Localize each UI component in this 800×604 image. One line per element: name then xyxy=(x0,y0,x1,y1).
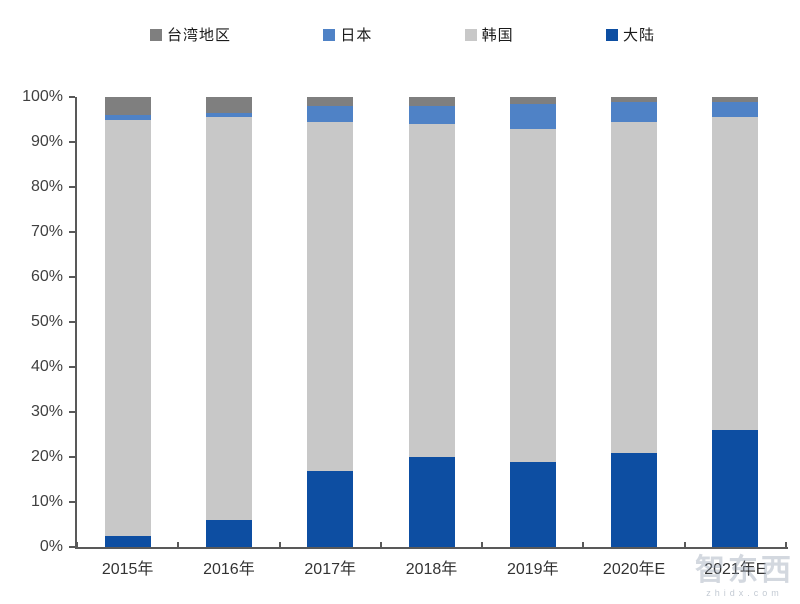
bar-segment-大陆 xyxy=(205,520,252,547)
x-axis-tick xyxy=(785,542,787,547)
bar-segment-台湾地区 xyxy=(307,97,354,106)
x-axis-label: 2019年 xyxy=(506,561,559,578)
legend-swatch xyxy=(605,28,618,41)
bar-segment-日本 xyxy=(611,101,658,122)
y-axis-label: 100% xyxy=(22,88,63,105)
bar-segment-韩国 xyxy=(408,124,455,457)
x-axis-tick xyxy=(481,542,484,547)
x-axis-label: 2018年 xyxy=(405,561,458,578)
y-axis-label: 30% xyxy=(30,403,63,420)
bar-segment-日本 xyxy=(712,101,759,118)
bar-segment-日本 xyxy=(205,112,252,118)
bar-segment-大陆 xyxy=(307,470,354,547)
bar-segment-韩国 xyxy=(611,121,658,453)
bar-2021年E xyxy=(712,97,759,547)
y-axis-tick xyxy=(69,366,75,368)
x-axis-line xyxy=(75,547,788,549)
y-axis-label: 0% xyxy=(39,538,63,555)
bar-segment-大陆 xyxy=(104,535,151,547)
bar-2020年E xyxy=(611,97,658,547)
bar-2015年 xyxy=(104,97,151,547)
y-axis-label: 10% xyxy=(30,493,63,510)
legend-swatch xyxy=(323,28,336,41)
x-axis-tick xyxy=(683,542,686,547)
y-axis-tick xyxy=(69,321,75,323)
legend-item: 日本 xyxy=(323,24,372,45)
bar-segment-日本 xyxy=(104,115,151,120)
bar-segment-韩国 xyxy=(104,119,151,536)
y-axis-tick xyxy=(69,186,75,188)
x-axis-tick xyxy=(278,542,281,547)
x-axis-label: 2021年E xyxy=(704,561,767,578)
y-axis-tick xyxy=(69,231,75,233)
bar-segment-大陆 xyxy=(509,461,556,547)
y-axis-label: 60% xyxy=(30,268,63,285)
bar-segment-日本 xyxy=(307,106,354,122)
legend-item: 台湾地区 xyxy=(150,24,231,45)
x-axis-tick xyxy=(177,542,180,547)
x-axis-label: 2016年 xyxy=(203,561,255,578)
legend-swatch xyxy=(150,28,162,41)
x-axis-tick xyxy=(379,542,382,547)
y-axis-label: 90% xyxy=(30,133,63,150)
y-axis-tick xyxy=(69,501,75,503)
x-axis-label: 2020年E xyxy=(602,561,666,578)
x-axis-tick xyxy=(582,542,585,547)
bar-2019年 xyxy=(509,97,556,547)
legend-label: 台湾地区 xyxy=(167,27,232,44)
y-axis-label: 40% xyxy=(30,358,63,375)
y-axis-line xyxy=(75,97,77,547)
x-axis-label: 2017年 xyxy=(304,561,356,578)
bar-segment-台湾地区 xyxy=(205,97,252,113)
watermark-domain-text: zhidx.com xyxy=(706,588,783,598)
legend-item: 韩国 xyxy=(464,24,514,45)
bar-2017年 xyxy=(307,97,354,547)
y-axis-tick xyxy=(69,276,75,278)
bar-2018年 xyxy=(408,97,455,547)
bar-segment-日本 xyxy=(509,103,556,129)
legend-label: 日本 xyxy=(340,27,373,44)
y-axis-tick xyxy=(69,141,75,143)
y-axis-tick xyxy=(69,411,75,413)
legend-label: 韩国 xyxy=(481,27,514,44)
legend-label: 大陆 xyxy=(622,27,655,44)
bar-segment-大陆 xyxy=(408,457,455,547)
bar-segment-大陆 xyxy=(712,430,759,547)
y-axis-tick xyxy=(69,96,75,98)
x-axis-tick xyxy=(76,542,78,547)
y-axis-label: 70% xyxy=(30,223,63,240)
bar-segment-韩国 xyxy=(205,117,252,520)
bar-segment-韩国 xyxy=(712,117,759,430)
bar-2016年 xyxy=(205,97,252,547)
bar-segment-韩国 xyxy=(307,121,354,471)
y-axis-label: 50% xyxy=(30,313,63,330)
y-axis-label: 80% xyxy=(30,178,63,195)
bar-segment-大陆 xyxy=(611,452,658,547)
chart-legend: 台湾地区 日本 韩国 大陆 xyxy=(150,24,655,45)
bar-segment-日本 xyxy=(408,106,455,124)
bar-segment-台湾地区 xyxy=(104,97,151,115)
bar-segment-韩国 xyxy=(509,128,556,462)
bar-segment-台湾地区 xyxy=(509,97,556,104)
x-axis-label: 2015年 xyxy=(101,561,154,578)
bar-segment-台湾地区 xyxy=(611,97,658,102)
legend-swatch xyxy=(464,28,477,41)
bar-segment-台湾地区 xyxy=(712,97,759,102)
y-axis-label: 20% xyxy=(30,448,63,465)
bar-segment-台湾地区 xyxy=(408,97,455,106)
legend-item: 大陆 xyxy=(605,24,655,45)
y-axis-tick xyxy=(69,546,75,548)
y-axis-tick xyxy=(69,456,75,458)
